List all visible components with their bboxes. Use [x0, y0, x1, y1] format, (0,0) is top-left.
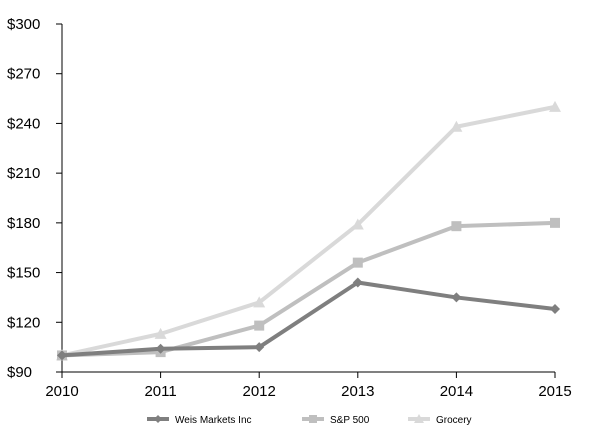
y-tick-label: $270	[7, 66, 40, 83]
data-point	[451, 221, 462, 232]
data-point	[549, 100, 561, 112]
x-axis: 2010 2011 2012 2013 2014 2015	[45, 371, 572, 400]
x-tick-label: 2010	[45, 383, 78, 400]
data-point	[155, 343, 166, 354]
data-point	[352, 257, 363, 268]
data-point	[450, 120, 463, 132]
y-tick-label: $180	[7, 215, 40, 232]
legend-marker	[414, 414, 424, 423]
data-point	[550, 304, 560, 315]
series-line	[61, 104, 556, 358]
data-point	[254, 320, 265, 331]
legend-item: S&P 500	[302, 415, 370, 426]
series-line	[61, 280, 556, 358]
data-point	[154, 327, 167, 339]
series-diamond	[57, 277, 560, 361]
legend-marker	[154, 415, 162, 423]
series-layer	[56, 100, 561, 361]
legend-marker	[309, 415, 317, 423]
data-point	[351, 218, 364, 230]
data-point	[57, 350, 67, 361]
data-point	[352, 277, 363, 288]
legend-label: S&P 500	[330, 415, 370, 426]
data-point	[451, 292, 462, 303]
legend-label: Grocery	[436, 415, 472, 426]
series-triangle	[56, 100, 561, 361]
y-tick-label: $300	[7, 16, 40, 33]
y-tick-label: $90	[7, 364, 32, 381]
y-tick-label: $210	[7, 165, 40, 182]
x-tick-label: 2015	[538, 383, 571, 400]
data-point	[550, 217, 560, 228]
x-tick-label: 2012	[243, 383, 276, 400]
x-tick-label: 2014	[440, 383, 473, 400]
series-line	[61, 220, 556, 358]
legend-item: Weis Markets Inc	[147, 415, 252, 426]
y-tick-label: $120	[7, 314, 40, 331]
legend: Weis Markets Inc S&P 500 Grocery	[147, 414, 472, 426]
y-tick-label: $150	[7, 265, 40, 282]
data-point	[253, 296, 266, 308]
x-tick-label: 2013	[341, 383, 374, 400]
legend-item: Grocery	[408, 414, 472, 426]
data-point	[254, 342, 265, 353]
y-axis: $90 $120 $150 $180 $210 $240 $270 $300	[7, 16, 63, 381]
legend-label: Weis Markets Inc	[175, 415, 252, 426]
y-tick-label: $240	[7, 115, 40, 132]
x-tick-label: 2011	[144, 383, 176, 400]
